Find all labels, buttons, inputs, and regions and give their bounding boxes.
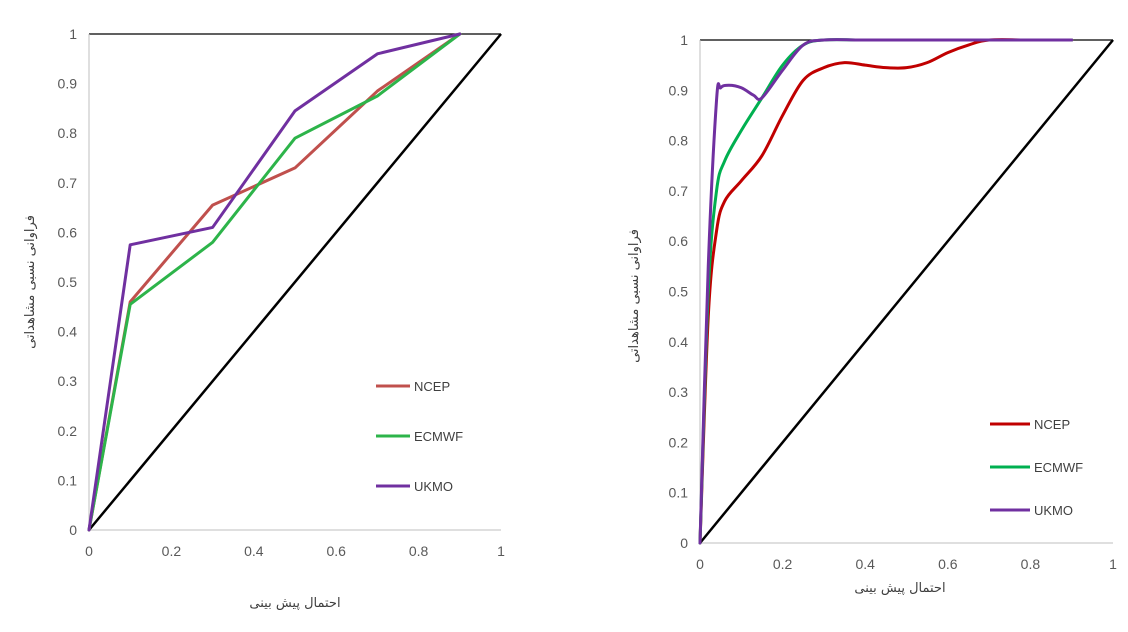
y-tick-label: 0.5	[58, 274, 78, 290]
series-line-ecmwf	[87, 32, 462, 532]
x-tick-label: 0.6	[938, 556, 958, 572]
y-tick-label: 0	[69, 522, 77, 538]
y-axis-title: فراوانی نسبی مشاهداتی	[23, 215, 38, 349]
y-tick-label: 0.4	[58, 324, 78, 340]
y-tick-label: 0.3	[669, 384, 689, 400]
y-tick-label: 0	[680, 535, 688, 551]
diagonal-reference-line	[88, 33, 502, 531]
legend-label-ncep: NCEP	[1034, 417, 1070, 432]
series-line-ncep	[87, 32, 462, 532]
y-tick-label: 0.1	[669, 485, 689, 501]
y-tick-label: 0.3	[58, 373, 78, 389]
y-tick-label: 0.9	[58, 76, 78, 92]
y-axis-title: فراوانی نسبی مشاهداتی	[627, 229, 642, 363]
legend-label-ecmwf: ECMWF	[1034, 460, 1083, 475]
diagonal-reference-line	[699, 39, 1114, 544]
chart-panel-left: 0 0.1 0.2 0.3 0.4 0.5 0.6 0.7 0.8 0.9 1 0 0.2 0.4 0.6 0…	[4, 4, 552, 624]
y-tick-label: 0.6	[58, 224, 78, 240]
x-axis-title: احتمال پیش بینی	[249, 596, 340, 611]
reliability-chart-right: 0 0.1 0.2 0.3 0.4 0.5 0.6 0.7 0.8 0.9 1 0 0.2 0.4 0.6 0…	[627, 32, 1117, 596]
x-tick-label: 0.8	[1021, 556, 1041, 572]
y-tick-label: 0.8	[669, 133, 689, 149]
y-tick-label: 0.7	[669, 183, 689, 199]
y-tick-label: 0.1	[58, 472, 78, 488]
x-tick-label: 1	[1109, 556, 1117, 572]
legend-label-ukmo: UKMO	[1034, 503, 1073, 518]
series-line-ukmo	[87, 32, 462, 532]
y-tick-label: 1	[680, 32, 688, 48]
legend-label-ecmwf: ECMWF	[414, 429, 463, 444]
y-tick-label: 0.2	[669, 434, 689, 450]
y-tick-label: 0.2	[58, 423, 78, 439]
y-tick-label: 0.6	[669, 233, 689, 249]
x-tick-label: 0	[85, 543, 93, 559]
x-tick-label: 0.4	[244, 543, 264, 559]
y-tick-label: 0.8	[58, 125, 78, 141]
x-tick-label: 0.6	[326, 543, 346, 559]
y-tick-label: 0.9	[669, 82, 689, 98]
series-line-ukmo	[698, 38, 1074, 545]
y-tick-label: 0.5	[669, 284, 689, 300]
x-tick-label: 0.8	[409, 543, 429, 559]
series-line-ncep	[698, 38, 1074, 545]
legend-label-ncep: NCEP	[414, 379, 450, 394]
x-tick-label: 0	[696, 556, 704, 572]
x-axis-title: احتمال پیش بینی	[854, 581, 945, 596]
y-tick-label: 0.4	[669, 334, 689, 350]
x-tick-label: 0.2	[773, 556, 793, 572]
legend-label-ukmo: UKMO	[414, 479, 453, 494]
x-tick-label: 0.2	[162, 543, 182, 559]
x-tick-label: 0.4	[855, 556, 875, 572]
y-tick-label: 1	[69, 26, 77, 42]
chart-panel-right: 0 0.1 0.2 0.3 0.4 0.5 0.6 0.7 0.8 0.9 1 0 0.2 0.4 0.6 0…	[594, 12, 1124, 624]
reliability-chart-left: 0 0.1 0.2 0.3 0.4 0.5 0.6 0.7 0.8 0.9 1 0 0.2 0.4 0.6 0…	[23, 26, 505, 611]
x-tick-label: 1	[497, 543, 505, 559]
y-tick-label: 0.7	[58, 175, 78, 191]
